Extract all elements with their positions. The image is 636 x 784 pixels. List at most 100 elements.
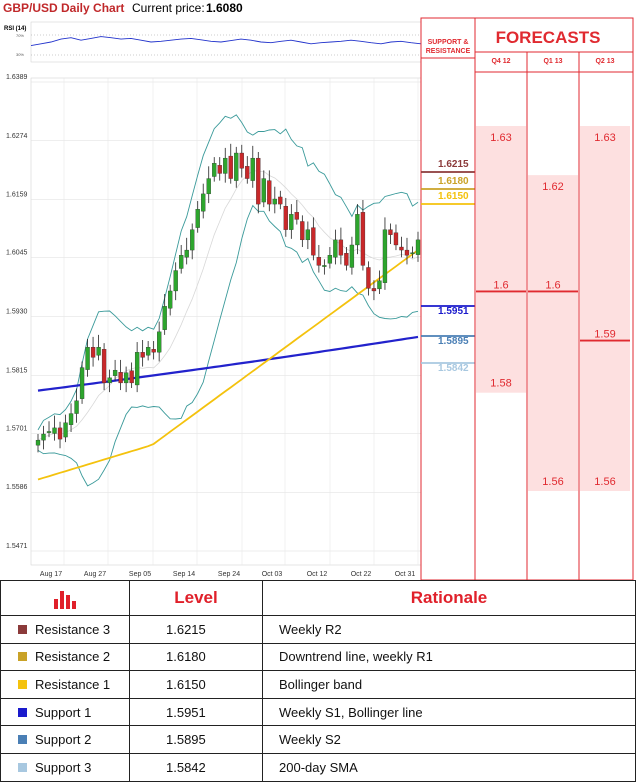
table-row: Resistance 3 1.6215 Weekly R2 <box>0 615 636 644</box>
candle-body <box>184 249 189 258</box>
candle-body <box>190 229 195 251</box>
x-tick-label: Sep 24 <box>218 571 240 578</box>
x-tick-label: Sep 05 <box>129 571 151 578</box>
forecast-range-bar <box>580 126 630 491</box>
level-rationale: Downtrend line, weekly R1 <box>262 642 636 672</box>
support-resistance-panel: SUPPORT & RESISTANCE 1.62151.61801.61501… <box>420 17 476 580</box>
forecast-category: Q1 13 <box>543 58 562 65</box>
candle-body <box>57 427 63 440</box>
candle-body <box>294 212 299 220</box>
candle-body <box>410 252 415 254</box>
candle-body <box>107 377 112 384</box>
candle-body <box>355 214 360 246</box>
candle-body <box>217 165 222 174</box>
candle-body <box>35 439 41 446</box>
level-rationale: 200-day SMA <box>262 752 636 782</box>
candle-body <box>168 290 173 309</box>
forecast-category: Q2 13 <box>595 58 614 65</box>
candle-body <box>118 372 123 384</box>
sma-50-line <box>37 249 419 481</box>
candle-body <box>46 431 52 433</box>
candle-body <box>179 255 184 269</box>
candle-body <box>344 252 349 266</box>
candle-body <box>173 270 178 292</box>
candle-body <box>195 209 200 228</box>
candle-body <box>327 255 333 264</box>
candle-body <box>201 193 206 212</box>
sr-level-label: 1.5895 <box>438 336 469 347</box>
level-name: Resistance 1 <box>35 676 111 692</box>
x-tick-labels: Aug 17 Aug 27 Sep 05 Sep 14 Sep 24 Oct 03 Oct … <box>40 571 416 578</box>
table-row: Resistance 2 1.6180 Downtrend line, week… <box>0 642 636 672</box>
x-tick-label: Oct 03 <box>262 571 283 578</box>
y-tick-label: 1.5471 <box>6 543 28 550</box>
candle-body <box>305 229 311 241</box>
table-header-icon-cell <box>0 580 130 616</box>
forecast-range-bar <box>528 175 578 491</box>
sr-level-label: 1.5842 <box>438 363 469 374</box>
candle-body <box>250 157 255 181</box>
bollinger-upper <box>37 114 419 431</box>
current-price-label: Current price: <box>132 1 205 15</box>
bollinger-bands <box>37 114 419 487</box>
candle-body <box>333 239 338 258</box>
rsi-tick-30: 30% <box>16 52 24 57</box>
forecast-high-label: 1.63 <box>490 132 511 144</box>
candle-body <box>278 196 283 205</box>
rsi-label: RSI (14) <box>4 26 26 32</box>
candle-body <box>157 331 162 353</box>
candle-body <box>283 205 288 230</box>
level-name: Resistance 3 <box>35 621 111 637</box>
levels-table: Level Rationale Resistance 3 1.6215 Week… <box>0 580 636 782</box>
level-value: 1.6215 <box>129 615 263 644</box>
candle-body <box>404 249 410 256</box>
y-tick-label: 1.6389 <box>6 74 28 81</box>
table-header-row: Level Rationale <box>0 580 636 616</box>
candle-body <box>129 370 134 384</box>
y-tick-label: 1.6274 <box>6 133 28 140</box>
level-rationale: Weekly S1, Bollinger line <box>262 697 636 727</box>
candle-body <box>52 427 57 434</box>
candle-body <box>112 369 118 376</box>
level-name: Support 1 <box>35 704 92 720</box>
forecast-low-label: 1.56 <box>542 476 563 488</box>
forecast-high-label: 1.63 <box>594 132 615 144</box>
y-tick-label: 1.5930 <box>6 309 28 316</box>
candle-body <box>415 239 421 255</box>
candle-body <box>74 400 79 414</box>
candle-body <box>399 246 404 251</box>
candle-body <box>134 352 140 386</box>
bollinger-lower <box>37 204 419 487</box>
candle-body <box>212 163 217 177</box>
candle-body <box>206 178 211 195</box>
chart-title: GBP/USD Daily Chart <box>3 1 124 15</box>
candle-body <box>272 198 277 205</box>
current-price-value: 1.6080 <box>206 1 243 15</box>
rsi-panel: RSI (14) 70% 30% <box>4 21 422 63</box>
x-tick-label: Oct 22 <box>351 571 372 578</box>
y-gridlines <box>31 81 421 552</box>
level-name: Support 3 <box>35 759 92 775</box>
y-tick-label: 1.5815 <box>6 367 28 374</box>
x-tick-label: Aug 17 <box>40 571 62 578</box>
legend-swatch <box>18 624 27 634</box>
rsi-tick-70: 70% <box>16 33 24 38</box>
candle-body <box>140 352 145 358</box>
candle-body <box>68 413 74 425</box>
candle-body <box>366 267 371 289</box>
bollinger-middle <box>37 169 419 441</box>
sr-level-label: 1.6215 <box>438 159 469 170</box>
y-tick-label: 1.5701 <box>6 425 28 432</box>
y-tick-label: 1.6045 <box>6 250 28 257</box>
candle-body <box>162 306 167 330</box>
legend-swatch <box>18 679 27 689</box>
bar-chart-icon <box>54 591 76 609</box>
candle-body <box>371 288 377 292</box>
candle-body <box>245 166 250 179</box>
candle-body <box>79 367 85 399</box>
candle-body <box>101 349 107 384</box>
sr-title-line1: SUPPORT & <box>428 39 469 46</box>
x-tick-label: Oct 31 <box>395 571 416 578</box>
chart-area: GBP/USD Daily Chart Current price: 1.608… <box>3 1 634 580</box>
rsi-line <box>30 36 422 47</box>
